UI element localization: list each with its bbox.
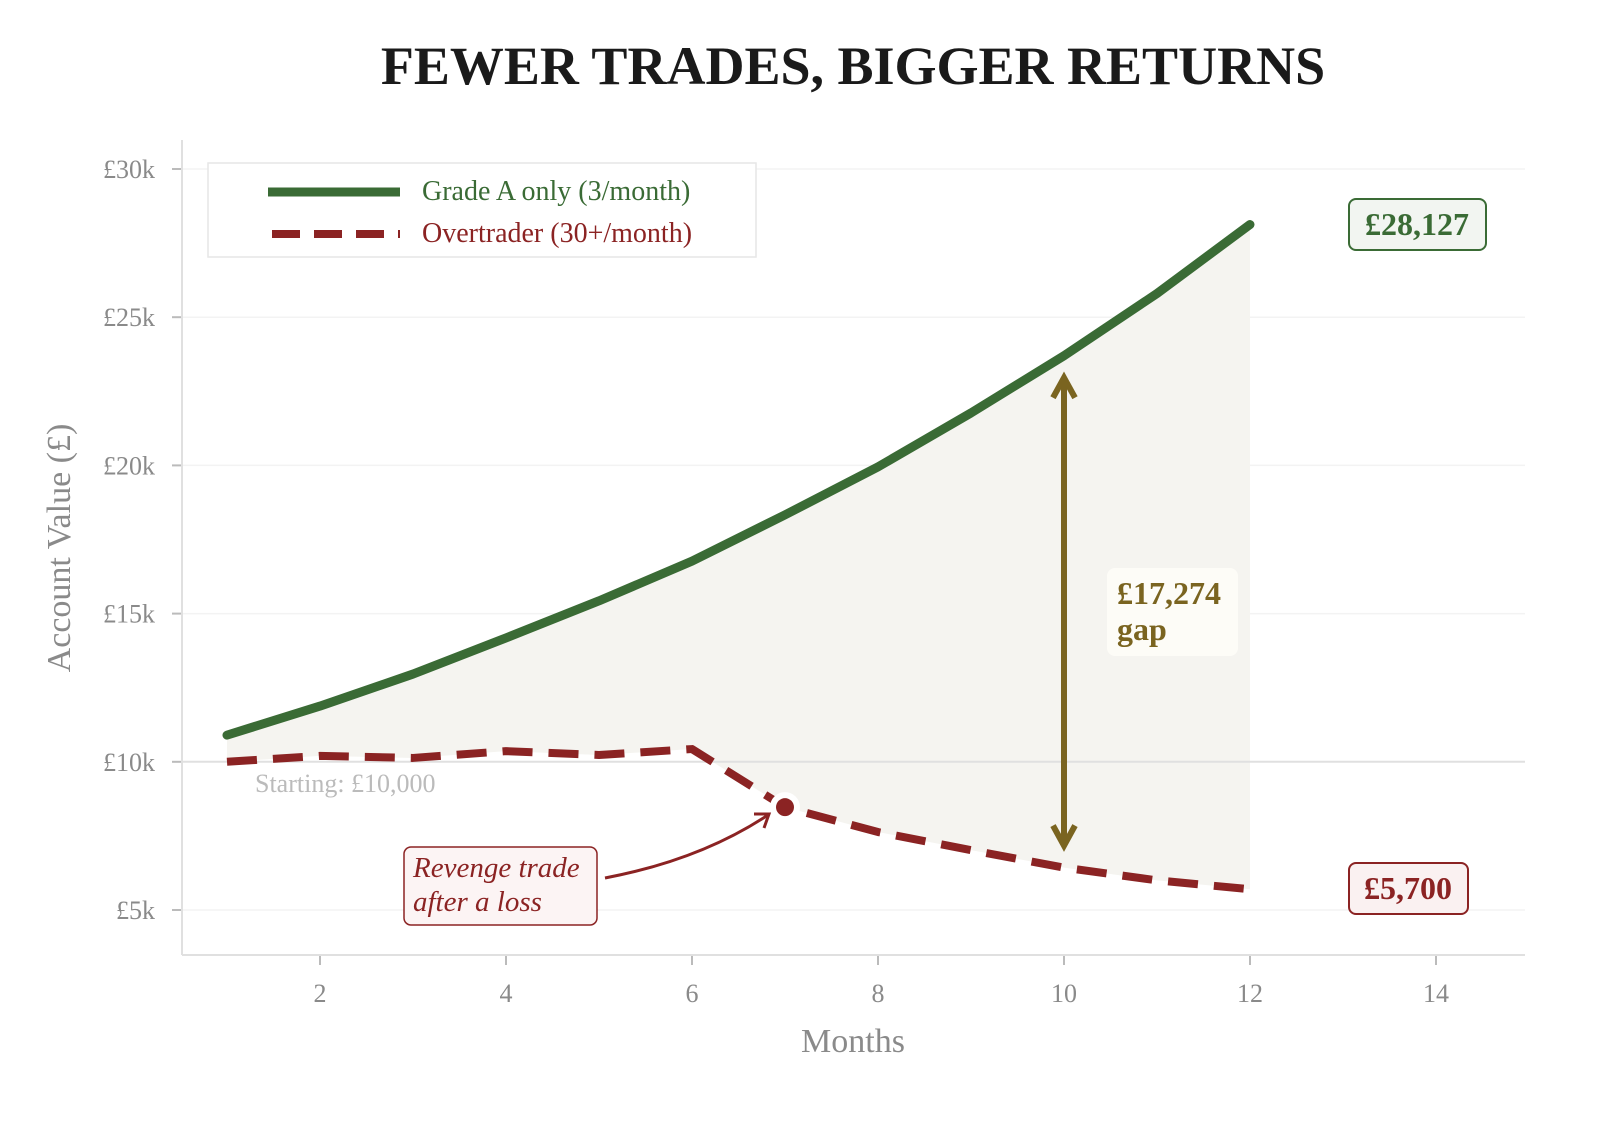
event-arrow xyxy=(604,813,769,880)
x-tick-label: 12 xyxy=(1237,979,1263,1008)
gap-fill-area xyxy=(227,224,1250,890)
red-end-label-box xyxy=(1348,862,1469,915)
x-tick-label: 14 xyxy=(1423,979,1449,1008)
gap-label-box xyxy=(1107,568,1238,656)
y-axis-label: Account Value (£) xyxy=(41,424,78,673)
event-label-line2: after a loss xyxy=(413,886,542,918)
series-line-overtrader xyxy=(226,745,1251,894)
series-line-grade-a xyxy=(222,220,1255,740)
gap-label-value: £17,274 xyxy=(1117,575,1221,611)
green-end-label: £28,127 xyxy=(1365,206,1469,242)
x-tick-label: 2 xyxy=(314,979,327,1008)
red-end-label: £5,700 xyxy=(1364,870,1452,906)
x-tick-label: 6 xyxy=(686,979,699,1008)
y-tick-label: £5k xyxy=(116,896,155,925)
event-label-box xyxy=(403,846,598,926)
y-tick-label: £25k xyxy=(103,303,155,332)
legend-label-overtrader: Overtrader (30+/month) xyxy=(422,218,692,249)
y-tick-label: £15k xyxy=(103,600,155,629)
event-arrow-head xyxy=(754,812,772,829)
y-tick-label: £30k xyxy=(103,155,155,184)
baseline-label: Starting: £10,000 xyxy=(255,769,436,798)
chart-title: FEWER TRADES, BIGGER RETURNS xyxy=(381,36,1325,96)
green-end-label-box xyxy=(1348,198,1487,251)
x-tick-label: 8 xyxy=(872,979,885,1008)
gap-label-text: gap xyxy=(1117,611,1167,647)
x-axis-label: Months xyxy=(801,1023,905,1060)
y-tick-label: £10k xyxy=(103,748,155,777)
x-tick-label: 4 xyxy=(500,979,513,1008)
event-label-line1: Revenge trade xyxy=(412,852,580,884)
gap-arrow-head-down xyxy=(1050,824,1078,852)
legend-label-grade-a: Grade A only (3/month) xyxy=(422,176,690,207)
legend: Grade A only (3/month) Overtrader (30+/m… xyxy=(207,162,757,258)
y-tick-label: £20k xyxy=(103,451,155,480)
x-tick-label: 10 xyxy=(1051,979,1077,1008)
event-marker xyxy=(776,798,794,817)
gap-arrow-head-up xyxy=(1050,371,1078,400)
